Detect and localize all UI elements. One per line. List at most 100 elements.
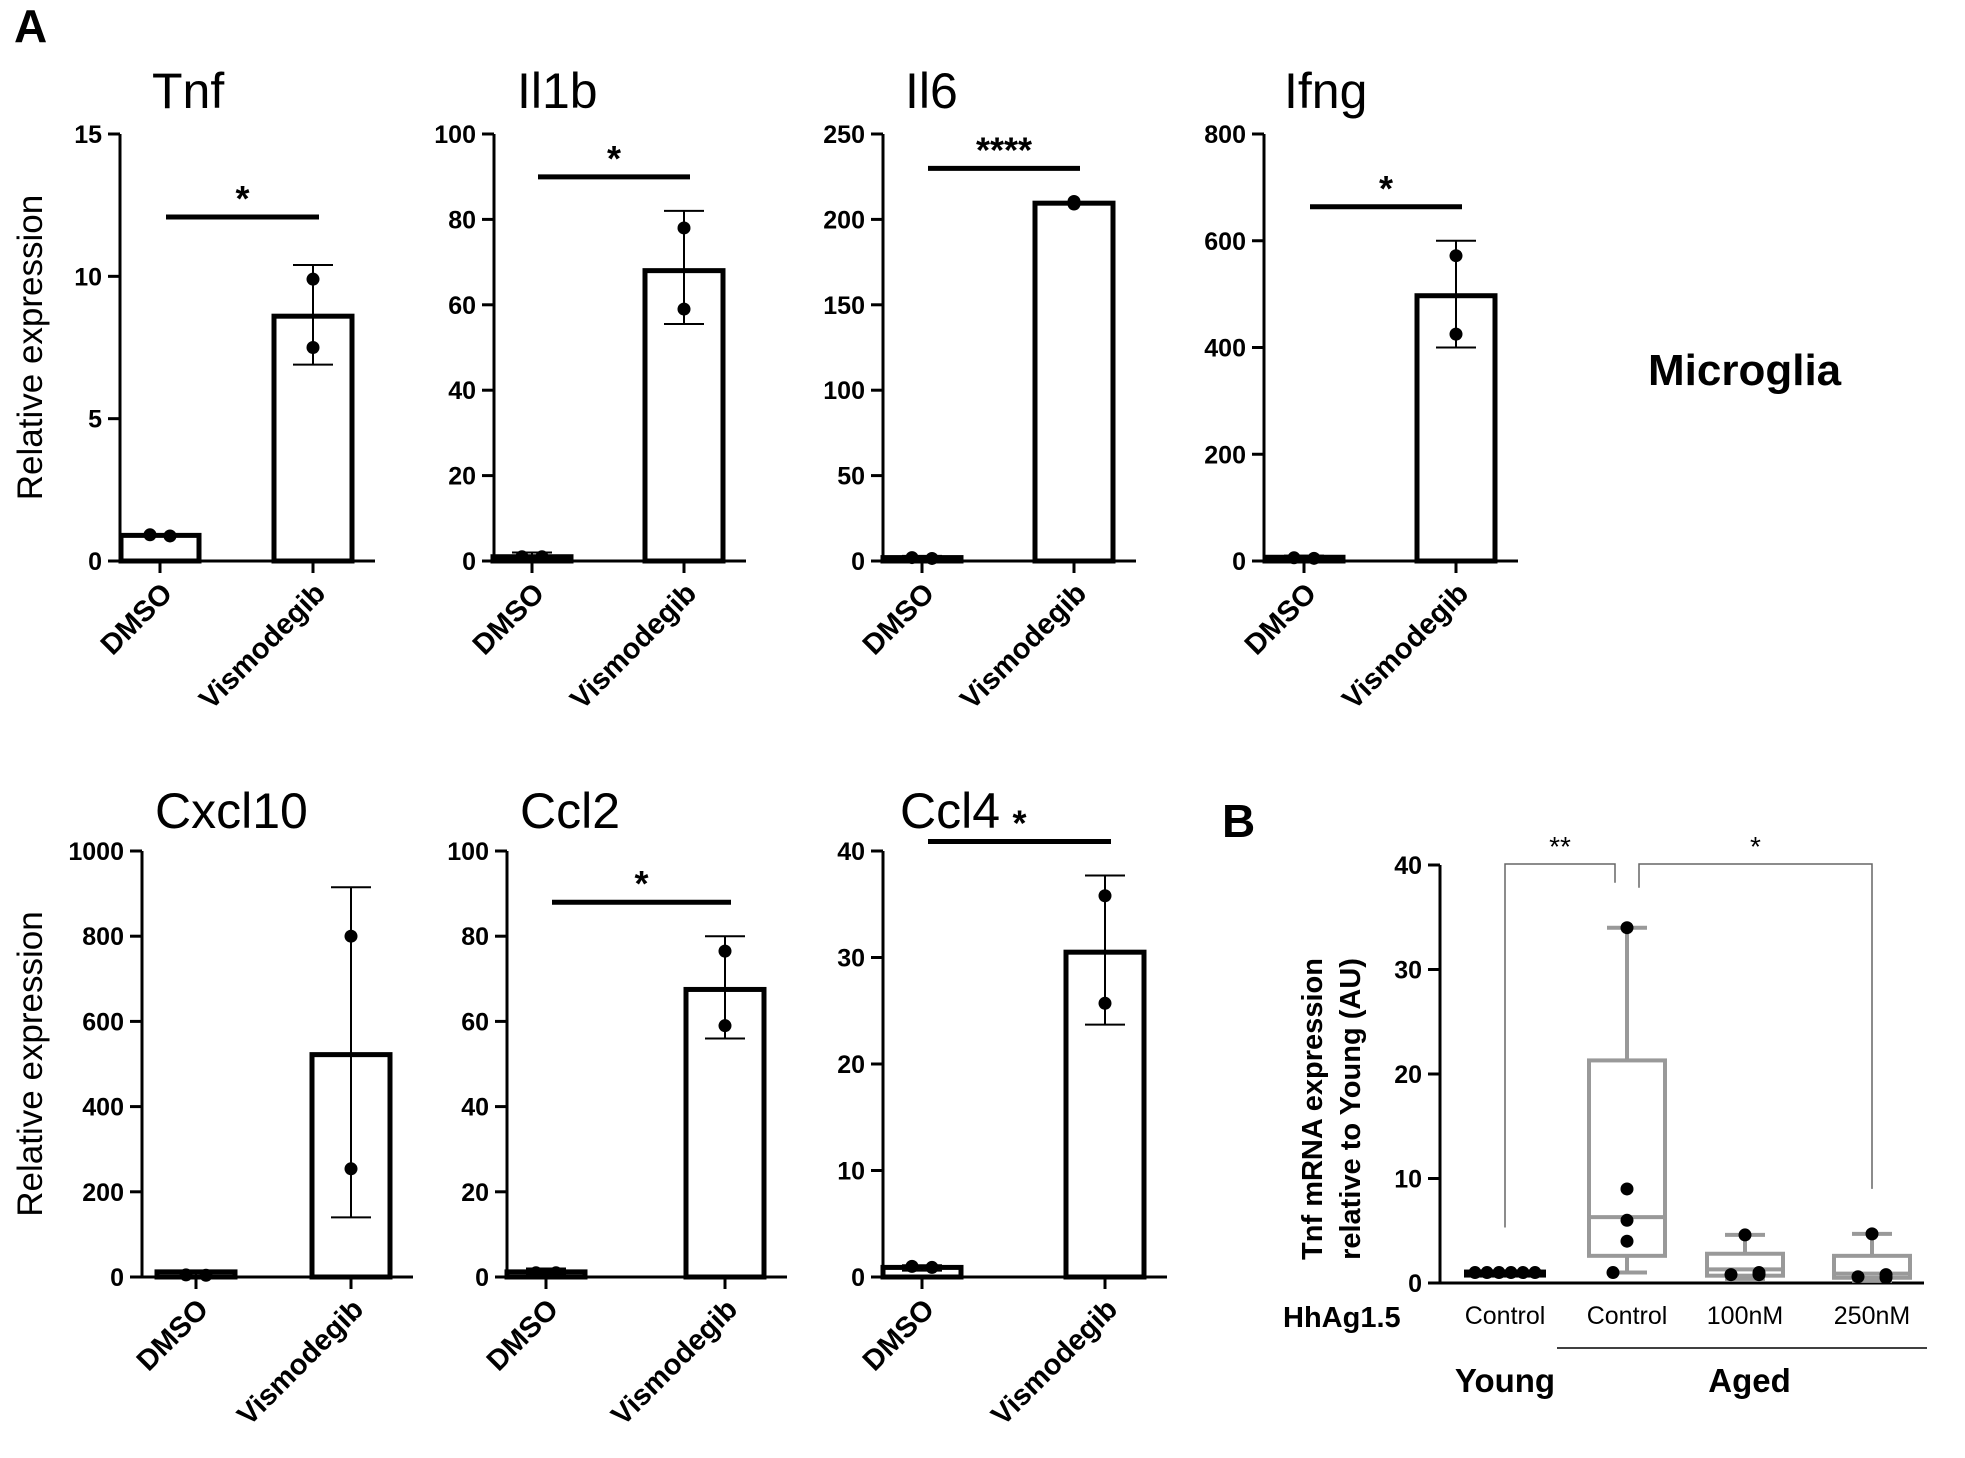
x-tick-label-vismodegib: Vismodegib <box>231 1293 369 1431</box>
x-tick-label-vismodegib: Vismodegib <box>1336 577 1474 715</box>
y-tick-label: 40 <box>461 1094 489 1122</box>
data-point <box>1879 1271 1893 1285</box>
x-tick-label: 100nM <box>1707 1302 1783 1330</box>
chart-title: Cxcl10 <box>155 783 308 839</box>
y-tick-label: 100 <box>434 121 476 149</box>
group-label-young: Young <box>1455 1362 1555 1399</box>
y-tick-label: 15 <box>74 121 102 149</box>
y-tick-label: 5 <box>88 406 102 434</box>
y-tick-label: 0 <box>475 1264 489 1292</box>
y-tick-label: 400 <box>82 1094 124 1122</box>
data-point <box>199 1268 213 1282</box>
y-axis-label: Relative expression <box>11 911 50 1216</box>
group-label-aged: Aged <box>1708 1362 1791 1399</box>
data-point <box>718 944 732 958</box>
data-point <box>1492 1266 1506 1280</box>
y-tick-label: 30 <box>1394 957 1422 985</box>
data-point <box>1307 551 1321 565</box>
bar-chart-il1b: Il1b 0 20 40 60 80 100 DMSO Vismodegib * <box>434 63 746 716</box>
x-tick-label-dmso: DMSO <box>467 577 551 661</box>
data-point <box>515 550 529 564</box>
y-tick-label: 250 <box>823 121 865 149</box>
chart-title: Ifng <box>1284 63 1367 119</box>
y-axis-label: Relative expression <box>11 195 50 500</box>
y-tick-label: 800 <box>82 923 124 951</box>
data-point <box>1620 1213 1634 1227</box>
x-tick-label-vismodegib: Vismodegib <box>954 577 1092 715</box>
y-tick-label: 40 <box>448 377 476 405</box>
x-tick-label-dmso: DMSO <box>1239 577 1323 661</box>
y-tick-label: 20 <box>837 1051 865 1079</box>
bar-vismodegib <box>1032 200 1116 564</box>
data-point <box>1620 1234 1634 1248</box>
data-point <box>718 1019 732 1033</box>
comparison-label: * <box>1750 831 1761 862</box>
y-tick-label: 0 <box>110 1264 124 1292</box>
x-tick-label-vismodegib: Vismodegib <box>193 577 331 715</box>
data-point <box>1449 249 1463 263</box>
data-point <box>925 551 939 565</box>
y-tick-label: 200 <box>82 1179 124 1207</box>
significance-label: * <box>607 138 621 179</box>
data-point <box>1468 1266 1482 1280</box>
x-tick-label: 250nM <box>1834 1302 1910 1330</box>
data-point <box>1287 551 1301 565</box>
row-label-hhag: HhAg1.5 <box>1283 1302 1401 1334</box>
data-point <box>1504 1266 1518 1280</box>
data-point <box>1724 1268 1738 1282</box>
data-point <box>1067 194 1081 208</box>
y-tick-label: 100 <box>823 377 865 405</box>
data-point <box>1620 1182 1634 1196</box>
bar-chart-cxcl10: Cxcl10 Relative expression 0 200 400 600 800 10… <box>11 783 413 1432</box>
data-point <box>143 528 157 542</box>
x-tick-label-vismodegib: Vismodegib <box>564 577 702 715</box>
y-tick-label: 0 <box>1232 548 1246 576</box>
data-point <box>677 221 691 235</box>
comparison-bracket <box>1638 863 1873 1189</box>
y-tick-label: 100 <box>447 838 489 866</box>
data-point <box>344 929 358 943</box>
y-tick-label: 600 <box>82 1008 124 1036</box>
y-tick-label: 150 <box>823 292 865 320</box>
y-tick-label: 50 <box>837 463 865 491</box>
data-point <box>1752 1268 1766 1282</box>
y-tick-label: 200 <box>1204 441 1246 469</box>
data-point <box>1449 327 1463 341</box>
data-point <box>1480 1266 1494 1280</box>
significance-label: **** <box>976 129 1032 170</box>
y-tick-label: 1000 <box>68 838 124 866</box>
y-tick-label: 40 <box>837 838 865 866</box>
bar-chart-il6: Il6 0 50 100 150 200 250 DMSO Vismodegib **** <box>823 63 1136 716</box>
data-point <box>1528 1266 1542 1280</box>
y-tick-label: 30 <box>837 945 865 973</box>
x-tick-label-vismodegib: Vismodegib <box>605 1293 743 1431</box>
y-tick-label: 0 <box>851 1264 865 1292</box>
data-point <box>179 1268 193 1282</box>
y-axis-label-line: Tnf mRNA expression <box>1297 958 1329 1260</box>
y-tick-label: 0 <box>1408 1270 1422 1298</box>
data-point <box>306 272 320 286</box>
x-tick-label-dmso: DMSO <box>481 1293 565 1377</box>
box <box>1832 1253 1912 1280</box>
data-point <box>1098 889 1112 903</box>
panel-letter-b: B <box>1222 795 1255 847</box>
data-point <box>535 550 549 564</box>
box-chart-tnf: Tnf mRNA expression relative to Young (AU… <box>1283 831 1927 1399</box>
data-point <box>925 1260 939 1274</box>
y-tick-label: 800 <box>1204 121 1246 149</box>
y-tick-label: 10 <box>74 263 102 291</box>
chart-title: Tnf <box>152 63 224 119</box>
x-tick-label: Control <box>1465 1302 1546 1330</box>
y-tick-label: 0 <box>462 548 476 576</box>
y-tick-label: 200 <box>823 206 865 234</box>
data-point <box>306 341 320 354</box>
significance-label: * <box>634 863 648 904</box>
box <box>1705 1251 1785 1278</box>
y-tick-label: 0 <box>88 548 102 576</box>
data-point <box>344 1162 358 1176</box>
data-point <box>1865 1227 1879 1241</box>
data-point <box>1606 1266 1620 1280</box>
data-point <box>549 1266 563 1280</box>
